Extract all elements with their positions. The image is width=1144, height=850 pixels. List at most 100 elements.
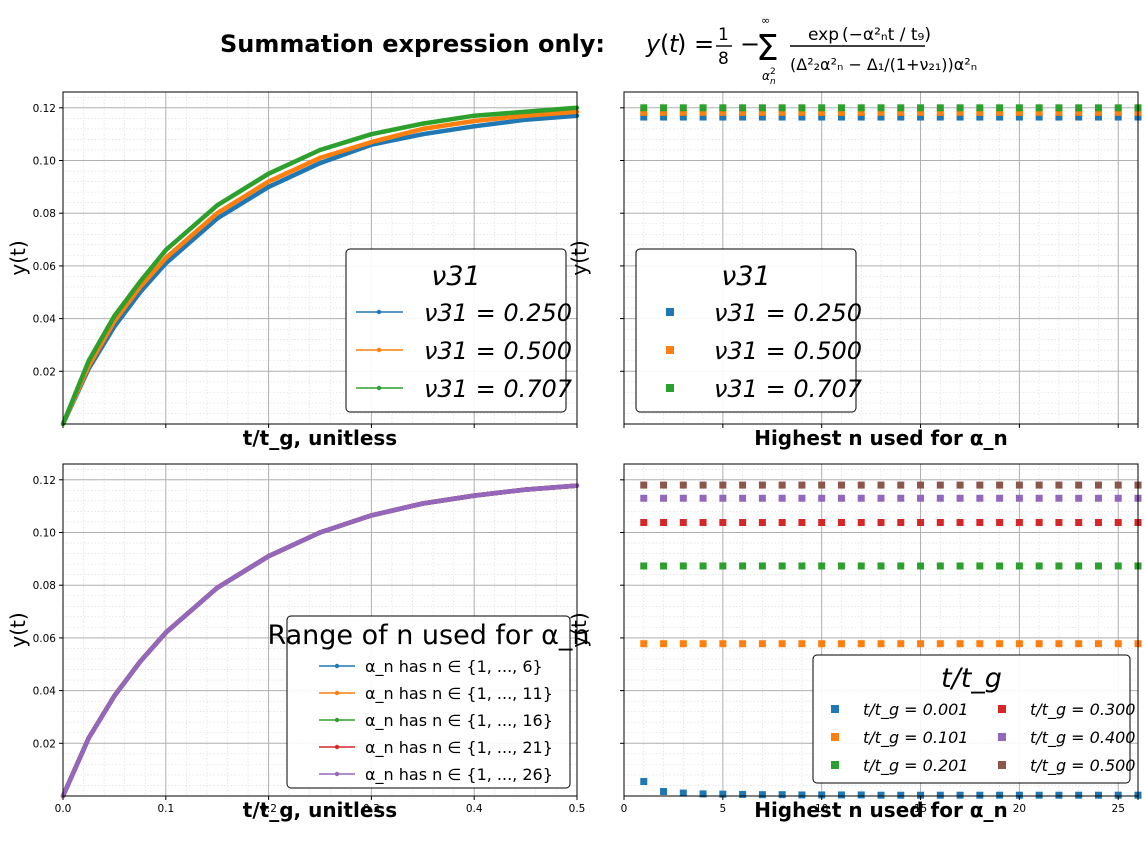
x-tick-label: 15 bbox=[914, 803, 927, 815]
data-point bbox=[1075, 494, 1083, 502]
data-point bbox=[956, 108, 964, 116]
data-point bbox=[679, 494, 687, 502]
legend-marker bbox=[334, 663, 340, 669]
data-point bbox=[818, 640, 826, 648]
data-point bbox=[215, 203, 220, 208]
data-point bbox=[1094, 113, 1102, 121]
data-point bbox=[215, 585, 220, 591]
figure-title-prefix: Summation expression only: bbox=[220, 30, 605, 58]
svg-text:−: − bbox=[740, 30, 760, 58]
data-point bbox=[679, 562, 687, 570]
data-point bbox=[956, 518, 964, 526]
data-point bbox=[758, 562, 766, 570]
data-point bbox=[798, 494, 806, 502]
data-point bbox=[917, 104, 925, 112]
data-point bbox=[996, 494, 1004, 502]
data-point bbox=[976, 518, 984, 526]
legend-entry-label: t/t_g = 0.400 bbox=[1030, 728, 1135, 748]
data-point bbox=[1114, 791, 1122, 799]
data-point bbox=[739, 104, 747, 112]
data-point bbox=[936, 113, 944, 121]
data-point bbox=[640, 640, 648, 648]
data-point bbox=[1114, 494, 1122, 502]
data-point bbox=[996, 518, 1004, 526]
data-point bbox=[420, 501, 425, 506]
data-point bbox=[1035, 104, 1043, 112]
data-point bbox=[719, 104, 727, 112]
data-point bbox=[112, 313, 117, 319]
data-point bbox=[936, 640, 944, 648]
y-tick-label: 0.10 bbox=[33, 156, 56, 168]
data-point bbox=[996, 791, 1004, 799]
x-tick-label: 0 bbox=[621, 803, 628, 815]
data-point bbox=[640, 104, 648, 112]
data-point bbox=[1055, 518, 1063, 526]
data-point bbox=[660, 104, 668, 112]
data-point bbox=[266, 179, 271, 184]
data-point bbox=[976, 494, 984, 502]
data-point bbox=[778, 518, 786, 526]
x-tick-label: 0.5 bbox=[569, 803, 586, 815]
data-point bbox=[936, 562, 944, 570]
data-point bbox=[877, 640, 885, 648]
data-point bbox=[897, 113, 905, 121]
data-point bbox=[660, 108, 668, 116]
data-point bbox=[679, 640, 687, 648]
data-point bbox=[699, 790, 707, 798]
data-point bbox=[976, 481, 984, 489]
data-point bbox=[798, 518, 806, 526]
data-point bbox=[798, 791, 806, 799]
x-axis-label: Highest n used for α_n bbox=[754, 798, 1008, 822]
svg-text:n: n bbox=[770, 77, 776, 87]
data-point bbox=[818, 791, 826, 799]
y-tick-label: 0.04 bbox=[33, 686, 57, 698]
chart-top-left: 0.02 0.04 0.06 0.08 0.10 0.12 t/t_g, unitless y… bbox=[6, 91, 580, 450]
data-point bbox=[679, 481, 687, 489]
data-point bbox=[818, 108, 826, 116]
data-point bbox=[266, 554, 271, 559]
data-point bbox=[897, 104, 905, 112]
legend-marker bbox=[831, 733, 839, 741]
data-point bbox=[137, 279, 143, 284]
data-point bbox=[1035, 494, 1043, 502]
data-point bbox=[897, 791, 905, 799]
legend-marker bbox=[376, 385, 382, 391]
data-point bbox=[215, 216, 220, 221]
data-point bbox=[778, 640, 786, 648]
legend-marker bbox=[334, 690, 340, 696]
data-point bbox=[956, 104, 964, 112]
data-point bbox=[1094, 104, 1102, 112]
data-point bbox=[917, 640, 925, 648]
data-point bbox=[758, 108, 766, 116]
svg-text:t: t bbox=[669, 30, 680, 58]
data-point bbox=[837, 640, 845, 648]
data-point bbox=[369, 131, 374, 137]
data-point bbox=[472, 118, 477, 124]
y-tick-label: 0.06 bbox=[33, 261, 57, 273]
legend-marker bbox=[334, 744, 340, 750]
data-point bbox=[1015, 481, 1023, 489]
data-point bbox=[996, 108, 1004, 116]
legend-marker bbox=[376, 309, 382, 315]
x-tick-label: 0.0 bbox=[55, 803, 72, 815]
data-point bbox=[917, 562, 925, 570]
data-point bbox=[266, 171, 271, 176]
legend-marker bbox=[666, 346, 674, 354]
data-point bbox=[266, 184, 271, 190]
data-point bbox=[917, 108, 925, 116]
data-point bbox=[877, 104, 885, 112]
data-point bbox=[1075, 104, 1083, 112]
legend-title: Range of n used for α_n bbox=[267, 620, 589, 651]
data-point bbox=[857, 562, 865, 570]
data-point bbox=[640, 113, 648, 121]
data-point bbox=[837, 791, 845, 799]
data-point bbox=[996, 113, 1004, 121]
legend-entry-label: α_n has n ∈ {1, ..., 26} bbox=[365, 765, 553, 785]
svg-text:2: 2 bbox=[770, 67, 776, 77]
data-point bbox=[857, 494, 865, 502]
data-point bbox=[877, 481, 885, 489]
data-point bbox=[996, 104, 1004, 112]
data-point bbox=[798, 640, 806, 648]
data-point bbox=[778, 104, 786, 112]
y-tick-label: 0.02 bbox=[33, 738, 56, 750]
